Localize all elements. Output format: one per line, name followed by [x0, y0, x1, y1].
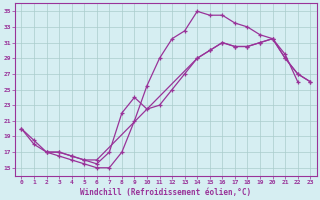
X-axis label: Windchill (Refroidissement éolien,°C): Windchill (Refroidissement éolien,°C) — [80, 188, 252, 197]
